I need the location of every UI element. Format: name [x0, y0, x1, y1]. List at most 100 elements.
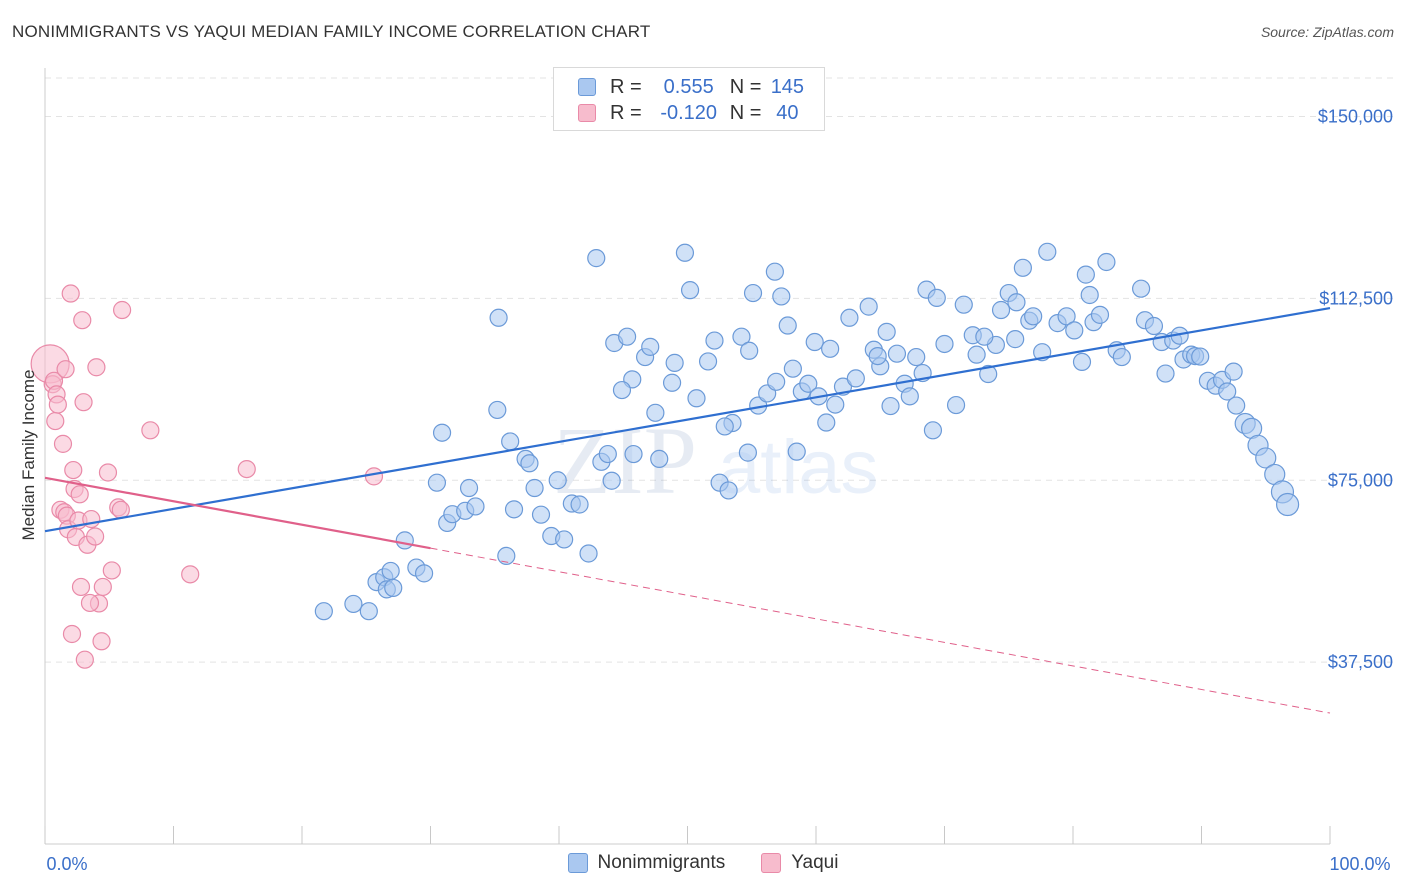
grid-layer	[45, 77, 1395, 663]
data-point-nonimmigrants	[680, 281, 700, 300]
watermark: ZIP atlas	[553, 407, 879, 514]
data-point-nonimmigrants	[954, 295, 973, 314]
data-point-yaqui	[92, 632, 111, 651]
data-point-yaqui	[364, 467, 384, 486]
data-point-nonimmigrants	[887, 344, 907, 363]
data-point-yaqui	[237, 459, 256, 479]
legend-swatch-blue	[578, 78, 596, 96]
data-point-nonimmigrants	[1090, 305, 1110, 324]
data-point-yaqui	[71, 577, 91, 597]
data-point-nonimmigrants	[1006, 330, 1025, 349]
data-point-nonimmigrants	[967, 345, 986, 364]
y-tick-label: $75,000	[1328, 470, 1393, 490]
data-point-yaqui	[80, 593, 100, 613]
watermark-atlas: atlas	[718, 425, 879, 510]
data-point-nonimmigrants	[489, 308, 508, 327]
data-point-nonimmigrants	[344, 594, 363, 614]
data-point-nonimmigrants	[504, 500, 524, 519]
data-point-nonimmigrants	[525, 478, 544, 498]
source-label: Source: ZipAtlas.com	[1260, 24, 1394, 40]
data-point-nonimmigrants	[979, 364, 998, 384]
y-tick-label: $150,000	[1318, 107, 1393, 127]
data-point-nonimmigrants	[466, 497, 485, 516]
legend-swatch-pink	[578, 104, 596, 122]
trend-lines	[44, 306, 1331, 714]
legend-r-label: R =	[610, 75, 642, 98]
data-point-nonimmigrants	[1224, 362, 1243, 381]
series-swatch-blue	[567, 853, 588, 873]
data-point-nonimmigrants	[927, 288, 946, 307]
data-point-nonimmigrants	[384, 578, 403, 598]
legend-row-yaqui: R = -0.120 N = 40	[578, 101, 807, 125]
data-point-nonimmigrants	[698, 352, 718, 371]
data-point-nonimmigrants	[868, 346, 887, 366]
data-point-nonimmigrants	[900, 387, 919, 406]
data-point-nonimmigrants	[395, 531, 414, 550]
data-point-nonimmigrants	[1038, 242, 1057, 261]
data-point-yaqui	[73, 311, 92, 330]
series-legend-nonimmigrants[interactable]: Nonimmigrants	[567, 852, 725, 874]
trend-line-nonimmigrants	[44, 306, 1331, 533]
data-point-yaqui	[93, 577, 112, 597]
data-point-nonimmigrants	[787, 442, 806, 461]
data-point-yaqui	[61, 284, 80, 303]
data-point-nonimmigrants	[1227, 396, 1246, 415]
data-point-yaqui	[112, 300, 132, 320]
data-point-yaqui	[111, 500, 130, 519]
data-point-nonimmigrants	[715, 417, 734, 436]
data-point-nonimmigrants	[598, 444, 617, 464]
data-point-nonimmigrants	[732, 327, 751, 346]
series-legend: Nonimmigrants Yaqui	[0, 852, 1406, 874]
data-point-nonimmigrants	[587, 249, 606, 268]
data-point-yaqui	[70, 485, 89, 504]
series-swatch-pink	[761, 853, 782, 873]
data-point-nonimmigrants	[740, 341, 759, 360]
data-point-nonimmigrants	[618, 327, 637, 346]
data-point-nonimmigrants	[991, 300, 1011, 320]
data-point-nonimmigrants	[531, 505, 551, 524]
data-point-yaqui	[87, 358, 106, 377]
series-legend-yaqui[interactable]: Yaqui	[761, 852, 838, 874]
data-point-nonimmigrants	[975, 327, 994, 346]
axis-labels: $37,500 $75,000 $112,500 $150,000 0.0% 100.0%	[46, 107, 1393, 875]
trend-line-yaqui	[44, 476, 431, 550]
data-point-nonimmigrants	[624, 444, 643, 464]
data-point-nonimmigrants	[612, 380, 632, 400]
data-point-nonimmigrants	[1076, 265, 1095, 284]
legend-r-label: R =	[610, 101, 642, 124]
data-point-nonimmigrants	[432, 423, 452, 442]
data-point-nonimmigrants	[662, 373, 682, 392]
data-point-nonimmigrants	[859, 297, 878, 316]
data-point-nonimmigrants	[1065, 321, 1084, 340]
data-point-yaqui	[48, 395, 67, 414]
data-point-nonimmigrants	[1112, 347, 1131, 367]
data-point-nonimmigrants	[743, 283, 763, 303]
data-point-yaqui	[141, 421, 160, 440]
data-point-nonimmigrants	[907, 347, 926, 367]
legend-r-value: -0.120	[660, 101, 718, 124]
data-point-yaqui	[102, 561, 121, 580]
data-point-nonimmigrants	[548, 471, 567, 490]
data-point-nonimmigrants	[946, 395, 966, 415]
data-point-nonimmigrants	[1156, 364, 1175, 383]
data-point-nonimmigrants	[1255, 447, 1277, 469]
data-point-nonimmigrants	[778, 316, 797, 335]
data-point-nonimmigrants	[1007, 293, 1026, 312]
data-point-nonimmigrants	[497, 546, 516, 566]
legend-r-value: 0.555	[663, 75, 714, 98]
data-point-nonimmigrants	[665, 353, 684, 372]
data-point-yaqui	[75, 650, 94, 669]
data-point-nonimmigrants	[799, 374, 818, 393]
data-point-nonimmigrants	[650, 449, 669, 469]
x-tick-label: 100.0%	[1329, 854, 1390, 874]
data-point-nonimmigrants	[923, 421, 943, 440]
data-point-yaqui	[56, 360, 75, 379]
data-point-nonimmigrants	[826, 395, 845, 414]
data-point-nonimmigrants	[520, 454, 539, 473]
data-point-nonimmigrants	[1218, 382, 1237, 401]
data-point-yaqui	[64, 460, 83, 480]
y-axis-title: Median Family Income	[19, 369, 38, 540]
data-point-nonimmigrants	[579, 544, 598, 563]
data-point-nonimmigrants	[1132, 279, 1151, 298]
